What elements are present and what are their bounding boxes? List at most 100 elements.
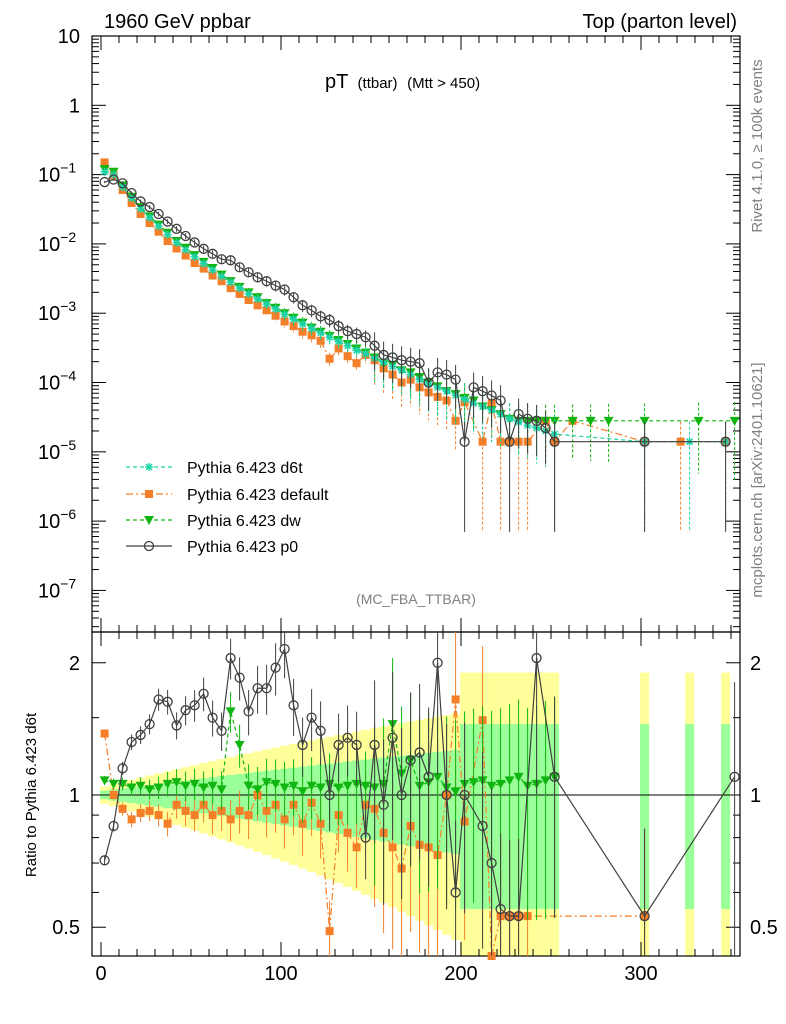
- ratio-point: [225, 652, 236, 664]
- data-point: [163, 237, 172, 246]
- ratio-point: [243, 781, 254, 791]
- ratio-point: [243, 706, 254, 717]
- x-tick-label: 300: [624, 963, 657, 985]
- data-point: [567, 416, 578, 426]
- data-point: [190, 252, 199, 261]
- ratio-point: [504, 776, 515, 786]
- star-stroke: [191, 253, 199, 261]
- data-point: [307, 324, 316, 333]
- ratio-y-tick-label-right: 2: [750, 653, 761, 675]
- star-stroke: [326, 333, 334, 341]
- ratio-point: [189, 779, 200, 789]
- data-point: [244, 296, 253, 305]
- ratio-point: [513, 772, 524, 782]
- data-point: [226, 278, 235, 287]
- data-point: [244, 289, 253, 298]
- ratio-point: [180, 781, 191, 791]
- data-point: [639, 416, 650, 426]
- data-point: [117, 178, 128, 189]
- data-point: [280, 310, 289, 319]
- data-point: [504, 436, 515, 447]
- data-point: [189, 237, 200, 248]
- data-point: [549, 436, 560, 447]
- series-line: [104, 168, 735, 422]
- data-point: [154, 227, 163, 236]
- data-point: [352, 346, 361, 355]
- data-point: [153, 208, 164, 220]
- ratio-point: [100, 729, 109, 738]
- star-stroke: [236, 284, 244, 292]
- plot-title-sub2: (Mtt > 450): [407, 75, 480, 92]
- ratio-point: [145, 806, 154, 815]
- data-point: [181, 251, 190, 260]
- ratio-point: [189, 700, 200, 711]
- ratio-series: [99, 632, 740, 960]
- data-point: [540, 422, 551, 434]
- x-tick-label: 200: [444, 963, 477, 985]
- ratio-y-tick-label-right: 0.5: [750, 917, 778, 939]
- data-point: [199, 264, 208, 273]
- data-point: [262, 300, 271, 309]
- legend-label-p0: Pythia 6.423 p0: [187, 539, 298, 556]
- ratio-point: [288, 781, 299, 791]
- legend-label-dw: Pythia 6.423 dw: [187, 513, 301, 530]
- data-point: [126, 188, 137, 199]
- ratio-point: [180, 705, 191, 716]
- ratio-point: [117, 763, 128, 774]
- legend-marker-p0: [143, 540, 155, 552]
- data-point: [316, 328, 325, 337]
- ratio-y-tick-label-left: 0.5: [52, 917, 80, 939]
- ratio-point: [360, 781, 371, 791]
- data-point: [513, 408, 524, 420]
- band-green: [721, 724, 731, 910]
- ratio-point: [540, 776, 551, 786]
- ratio-point: [343, 828, 352, 837]
- ratio-point: [198, 688, 209, 699]
- data-point: [450, 374, 461, 385]
- ratio-point: [162, 696, 173, 707]
- ratio-point: [315, 725, 326, 736]
- data-point: [693, 416, 704, 426]
- data-point: [460, 395, 469, 404]
- series-line: [104, 171, 726, 443]
- ratio-point: [226, 815, 235, 824]
- ratio-point: [135, 729, 146, 741]
- data-point: [360, 332, 371, 343]
- data-point: [99, 176, 110, 188]
- data-point: [505, 414, 514, 423]
- star-stroke: [335, 338, 343, 346]
- data-point: [208, 271, 217, 280]
- legend-marker-default: [145, 490, 153, 498]
- data-point: [225, 255, 236, 266]
- plot-title-sub1: (ttbar): [358, 75, 398, 92]
- ratio-point: [396, 789, 407, 801]
- ratio-point: [495, 903, 506, 915]
- data-point: [145, 213, 154, 222]
- data-point: [289, 322, 298, 331]
- star-stroke: [344, 342, 352, 350]
- data-point: [280, 317, 289, 326]
- band-green: [685, 724, 695, 910]
- ratio-point: [162, 779, 173, 789]
- ratio-axis-label: Ratio to Pythia 6.423 d6t: [23, 712, 40, 877]
- legend-marker-shape: [145, 490, 153, 498]
- data-point: [729, 416, 740, 426]
- data-point: [351, 328, 362, 340]
- ratio-point: [181, 806, 190, 815]
- ratio-point: [423, 771, 434, 782]
- legend-marker-dw: [144, 516, 154, 525]
- ratio-point: [216, 785, 227, 795]
- ratio-point: [153, 783, 164, 793]
- star-stroke: [155, 222, 163, 230]
- data-point: [270, 280, 281, 291]
- legend-label-d6t: Pythia 6.423 d6t: [187, 460, 303, 477]
- data-point: [477, 386, 488, 397]
- ratio-plot-frame: [91, 631, 741, 957]
- y-tick-label: 10: [58, 26, 80, 48]
- star-stroke: [254, 295, 262, 303]
- star-stroke: [245, 290, 253, 298]
- data-point: [154, 222, 163, 231]
- ratio-point: [495, 779, 506, 789]
- ratio-y-tick-label-left: 1: [69, 785, 80, 807]
- side-label-mcplots: mcplots.cern.ch [arXiv:2401.10621]: [749, 362, 766, 597]
